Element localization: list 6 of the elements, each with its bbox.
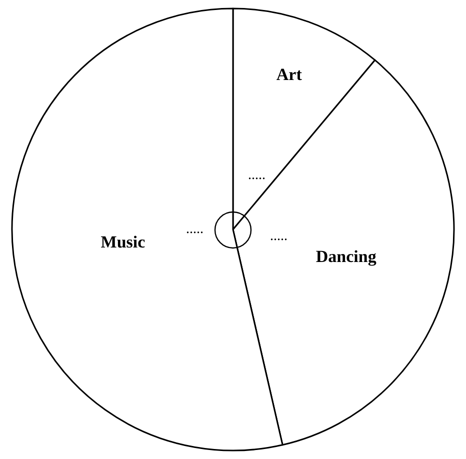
- slice-label: Art: [276, 65, 302, 84]
- text: .....: [248, 168, 266, 183]
- slice-label: Dancing: [316, 247, 377, 266]
- text: .....: [186, 222, 204, 237]
- text: .....: [270, 229, 288, 244]
- slice-label: Music: [100, 232, 146, 252]
